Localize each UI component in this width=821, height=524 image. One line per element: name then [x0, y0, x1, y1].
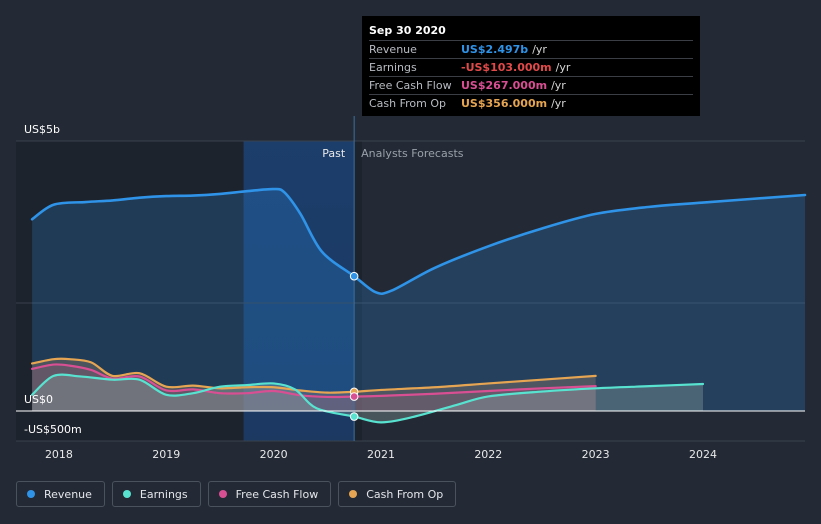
series-line-earnings	[31, 373, 705, 424]
series-area-earnings	[32, 374, 704, 423]
legend-label: Cash From Op	[366, 487, 444, 501]
revenue-dot-icon	[27, 490, 35, 498]
tooltip-row-revenue: Revenue US$2.497b /yr	[369, 40, 693, 58]
cursor-markers	[349, 271, 359, 421]
legend-fcf-button[interactable]: Free Cash Flow	[207, 481, 332, 507]
tooltip-label: Earnings	[369, 61, 417, 74]
tooltip-label: Cash From Op	[369, 97, 447, 110]
series-area-cfo	[32, 358, 596, 411]
series-line-cfo	[31, 357, 597, 394]
legend-label: Earnings	[139, 487, 188, 501]
y-tick-label: US$5b	[24, 123, 60, 136]
x-tick-label: 2023	[582, 448, 610, 461]
tooltip-unit: /yr	[551, 97, 566, 110]
series-fills	[32, 189, 805, 423]
legend: Revenue Earnings Free Cash Flow Cash Fro…	[16, 481, 457, 507]
tooltip-value: US$356.000m	[461, 97, 548, 110]
series-area-fcf	[32, 364, 596, 411]
fcf-dot-icon	[218, 490, 227, 498]
tooltip-unit: /yr	[555, 61, 571, 74]
tooltip-unit: /yr	[551, 79, 566, 92]
y-tick-label: -US$500m	[24, 423, 82, 436]
x-tick-label: 2020	[260, 448, 288, 461]
cfo-dot-icon	[349, 490, 358, 498]
legend-label: Free Cash Flow	[235, 487, 319, 501]
legend-earnings-button[interactable]: Earnings	[111, 481, 201, 507]
tooltip-value: US$267.000m	[461, 79, 548, 92]
legend-label: Revenue	[44, 487, 92, 501]
legend-cfo-button[interactable]: Cash From Op	[338, 481, 457, 507]
tooltip-row-earnings: Earnings -US$103.000m /yr	[369, 58, 693, 76]
tooltip-unit: /yr	[532, 43, 547, 56]
tooltip-date: Sep 30 2020	[369, 24, 446, 37]
legend-revenue-button[interactable]: Revenue	[16, 481, 105, 507]
y-axis-labels: US$5b US$0 -US$500m	[24, 123, 82, 436]
series-line-fcf	[31, 363, 597, 399]
tooltip-value: US$2.497b	[461, 43, 529, 56]
series-area-revenue	[32, 189, 805, 411]
cursor-marker-fcf	[349, 392, 359, 401]
x-tick-label: 2024	[689, 448, 717, 461]
x-tick-label: 2018	[45, 448, 73, 461]
series-lines	[30, 187, 807, 424]
past-label: Past	[322, 147, 346, 160]
x-tick-label: 2022	[474, 448, 502, 461]
x-axis-labels: 2018 2019 2020 2021 2022 2023 2024	[45, 448, 717, 461]
gridlines	[16, 140, 805, 442]
x-tick-label: 2021	[367, 448, 395, 461]
tooltip-label: Free Cash Flow	[369, 79, 452, 92]
tooltip-label: Revenue	[369, 43, 417, 56]
cursor-marker-revenue	[349, 271, 359, 281]
tooltip-value: -US$103.000m	[461, 61, 552, 74]
x-tick-label: 2019	[152, 448, 180, 461]
series-line-revenue	[30, 187, 807, 296]
forecast-label: Analysts Forecasts	[361, 147, 464, 160]
tooltip-row-cfo: Cash From Op US$356.000m /yr	[369, 94, 693, 112]
cursor-marker-earnings	[349, 412, 359, 421]
y-tick-label: US$0	[24, 393, 53, 406]
tooltip: Sep 30 2020 Revenue US$2.497b /yr Earnin…	[362, 16, 700, 116]
tooltip-row-fcf: Free Cash Flow US$267.000m /yr	[369, 76, 693, 94]
earnings-dot-icon	[122, 490, 131, 498]
